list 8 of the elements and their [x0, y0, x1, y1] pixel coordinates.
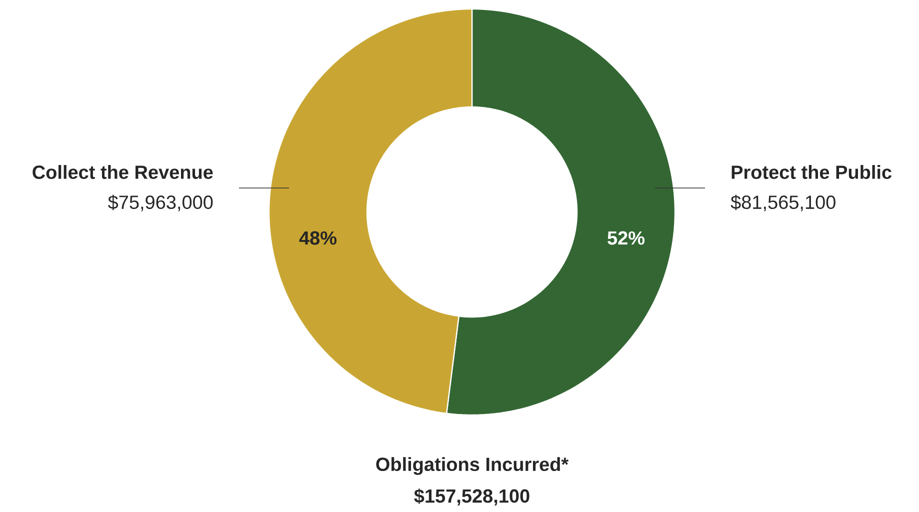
slice-label: Collect the Revenue: [32, 165, 213, 179]
slice-label: Protect the Public: [732, 165, 892, 179]
text: $75,963,000: [108, 194, 213, 212]
text: $81,565,100: [730, 194, 836, 212]
data-label: 52%: [608, 231, 645, 245]
text: $157,528,100: [414, 488, 530, 506]
data-label: 48%: [299, 231, 337, 245]
text: Obligations Incurred*: [376, 457, 569, 475]
